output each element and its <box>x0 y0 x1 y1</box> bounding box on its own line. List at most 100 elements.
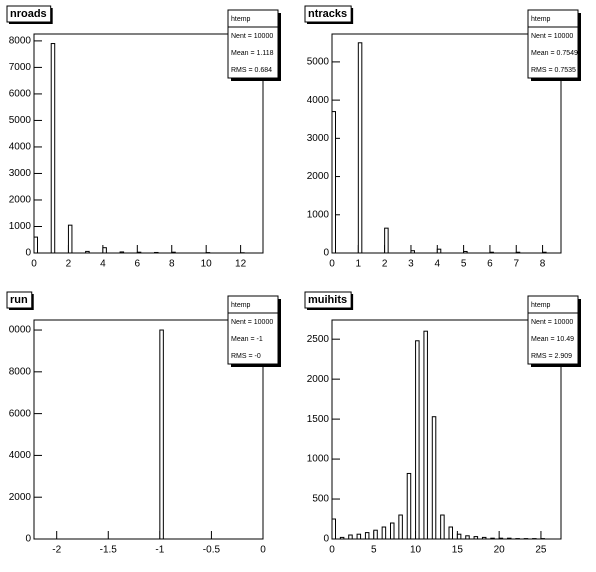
frame <box>33 319 264 540</box>
x-tick-label: 0 <box>31 259 37 270</box>
bar <box>410 250 415 254</box>
bar <box>431 416 437 540</box>
bar <box>154 251 159 254</box>
y-tick-label: 5000 <box>9 115 32 126</box>
stats-line: Mean = 10.49 <box>531 336 574 343</box>
stats-name: htemp <box>231 16 251 23</box>
x-tick-label: 1 <box>356 259 362 270</box>
x-tick-label: 10 <box>201 259 213 270</box>
bar <box>348 534 353 540</box>
y-tick-label: 1000 <box>307 209 330 220</box>
x-tick-label: 10 <box>410 545 422 556</box>
stats-line: RMS = 0.684 <box>231 67 272 74</box>
y-tick-label: 3000 <box>307 133 330 144</box>
y-tick-label: 3000 <box>9 168 32 179</box>
y-tick-label: 1500 <box>307 414 330 425</box>
bar <box>465 535 470 540</box>
bar <box>398 514 403 540</box>
bar <box>406 472 412 540</box>
x-tick-label: 7 <box>513 259 519 270</box>
y-tick-label: 5000 <box>307 57 330 68</box>
y-tick-label: 0 <box>323 248 329 259</box>
bar <box>456 533 462 540</box>
y-tick-label: 6000 <box>9 408 32 419</box>
y-tick-label: 2500 <box>307 334 330 345</box>
x-tick-label: -0.5 <box>203 545 221 556</box>
y-tick-label: 0000 <box>9 325 32 336</box>
bar <box>498 537 504 540</box>
y-tick-label: 0 <box>25 534 31 545</box>
bar <box>33 236 38 254</box>
x-tick-label: 15 <box>452 545 464 556</box>
bar <box>542 251 547 254</box>
x-tick-label: 5 <box>461 259 467 270</box>
stats-line: Nent = 10000 <box>231 319 273 326</box>
stats-line: Nent = 10000 <box>231 33 273 40</box>
x-tick-label: 25 <box>535 545 547 556</box>
x-tick-label: -1 <box>155 545 164 556</box>
y-tick-label: 0 <box>323 534 329 545</box>
stats-box <box>527 295 579 365</box>
bar <box>481 536 487 540</box>
bar <box>473 536 479 540</box>
y-tick-label: 0 <box>25 248 31 259</box>
bar <box>373 529 378 540</box>
stats-name: htemp <box>531 16 551 23</box>
y-tick-label: 2000 <box>9 195 32 206</box>
title-box <box>6 291 33 309</box>
x-tick-label: 6 <box>487 259 493 270</box>
bar <box>423 330 428 540</box>
y-tick-label: 4000 <box>9 450 32 461</box>
x-tick-label: 3 <box>408 259 414 270</box>
frame <box>331 33 562 254</box>
stats-box <box>227 295 279 365</box>
y-tick-label: 2000 <box>9 492 32 503</box>
bar <box>67 224 73 254</box>
x-tick-label: 5 <box>371 545 377 556</box>
x-tick-label: 20 <box>494 545 506 556</box>
stats-line: RMS = 2.909 <box>531 353 572 360</box>
stats-line: RMS = -0 <box>231 353 261 360</box>
y-tick-label: 500 <box>312 494 329 505</box>
x-tick-label: 0 <box>260 545 266 556</box>
bar <box>381 526 387 540</box>
x-tick-label: 4 <box>435 259 441 270</box>
x-tick-label: 0 <box>329 545 335 556</box>
stats-line: RMS = 0.7535 <box>531 67 576 74</box>
y-tick-label: 2000 <box>307 374 330 385</box>
bar <box>490 537 495 540</box>
x-tick-label: 4 <box>100 259 106 270</box>
title-box <box>6 5 52 23</box>
stats-line: Mean = 1.118 <box>231 50 274 57</box>
x-tick-label: -2 <box>52 545 61 556</box>
bar <box>331 518 336 540</box>
title-box <box>304 291 352 309</box>
x-tick-label: 8 <box>169 259 175 270</box>
bar <box>448 526 454 540</box>
x-tick-label: 2 <box>66 259 72 270</box>
bar <box>171 251 176 254</box>
bar <box>415 340 420 540</box>
bar <box>463 250 468 254</box>
stats-box <box>527 9 579 79</box>
x-tick-label: 8 <box>540 259 546 270</box>
chart-title: nroads <box>10 8 47 20</box>
stats-line: Mean = 0.7549 <box>531 50 578 57</box>
bar <box>159 329 164 540</box>
bar <box>50 43 56 254</box>
stats-line: Mean = -1 <box>231 336 263 343</box>
chart-title: ntracks <box>308 8 347 20</box>
y-tick-label: 8000 <box>9 36 32 47</box>
stats-name: htemp <box>231 302 251 309</box>
bar <box>331 111 336 254</box>
bar <box>364 532 370 540</box>
chart-title: muihits <box>308 294 347 306</box>
stats-name: htemp <box>531 302 551 309</box>
bar <box>515 251 521 254</box>
bar <box>436 248 442 254</box>
y-tick-label: 6000 <box>9 89 32 100</box>
frame <box>331 319 562 540</box>
stats-line: Nent = 10000 <box>531 33 573 40</box>
y-tick-label: 4000 <box>9 142 32 153</box>
